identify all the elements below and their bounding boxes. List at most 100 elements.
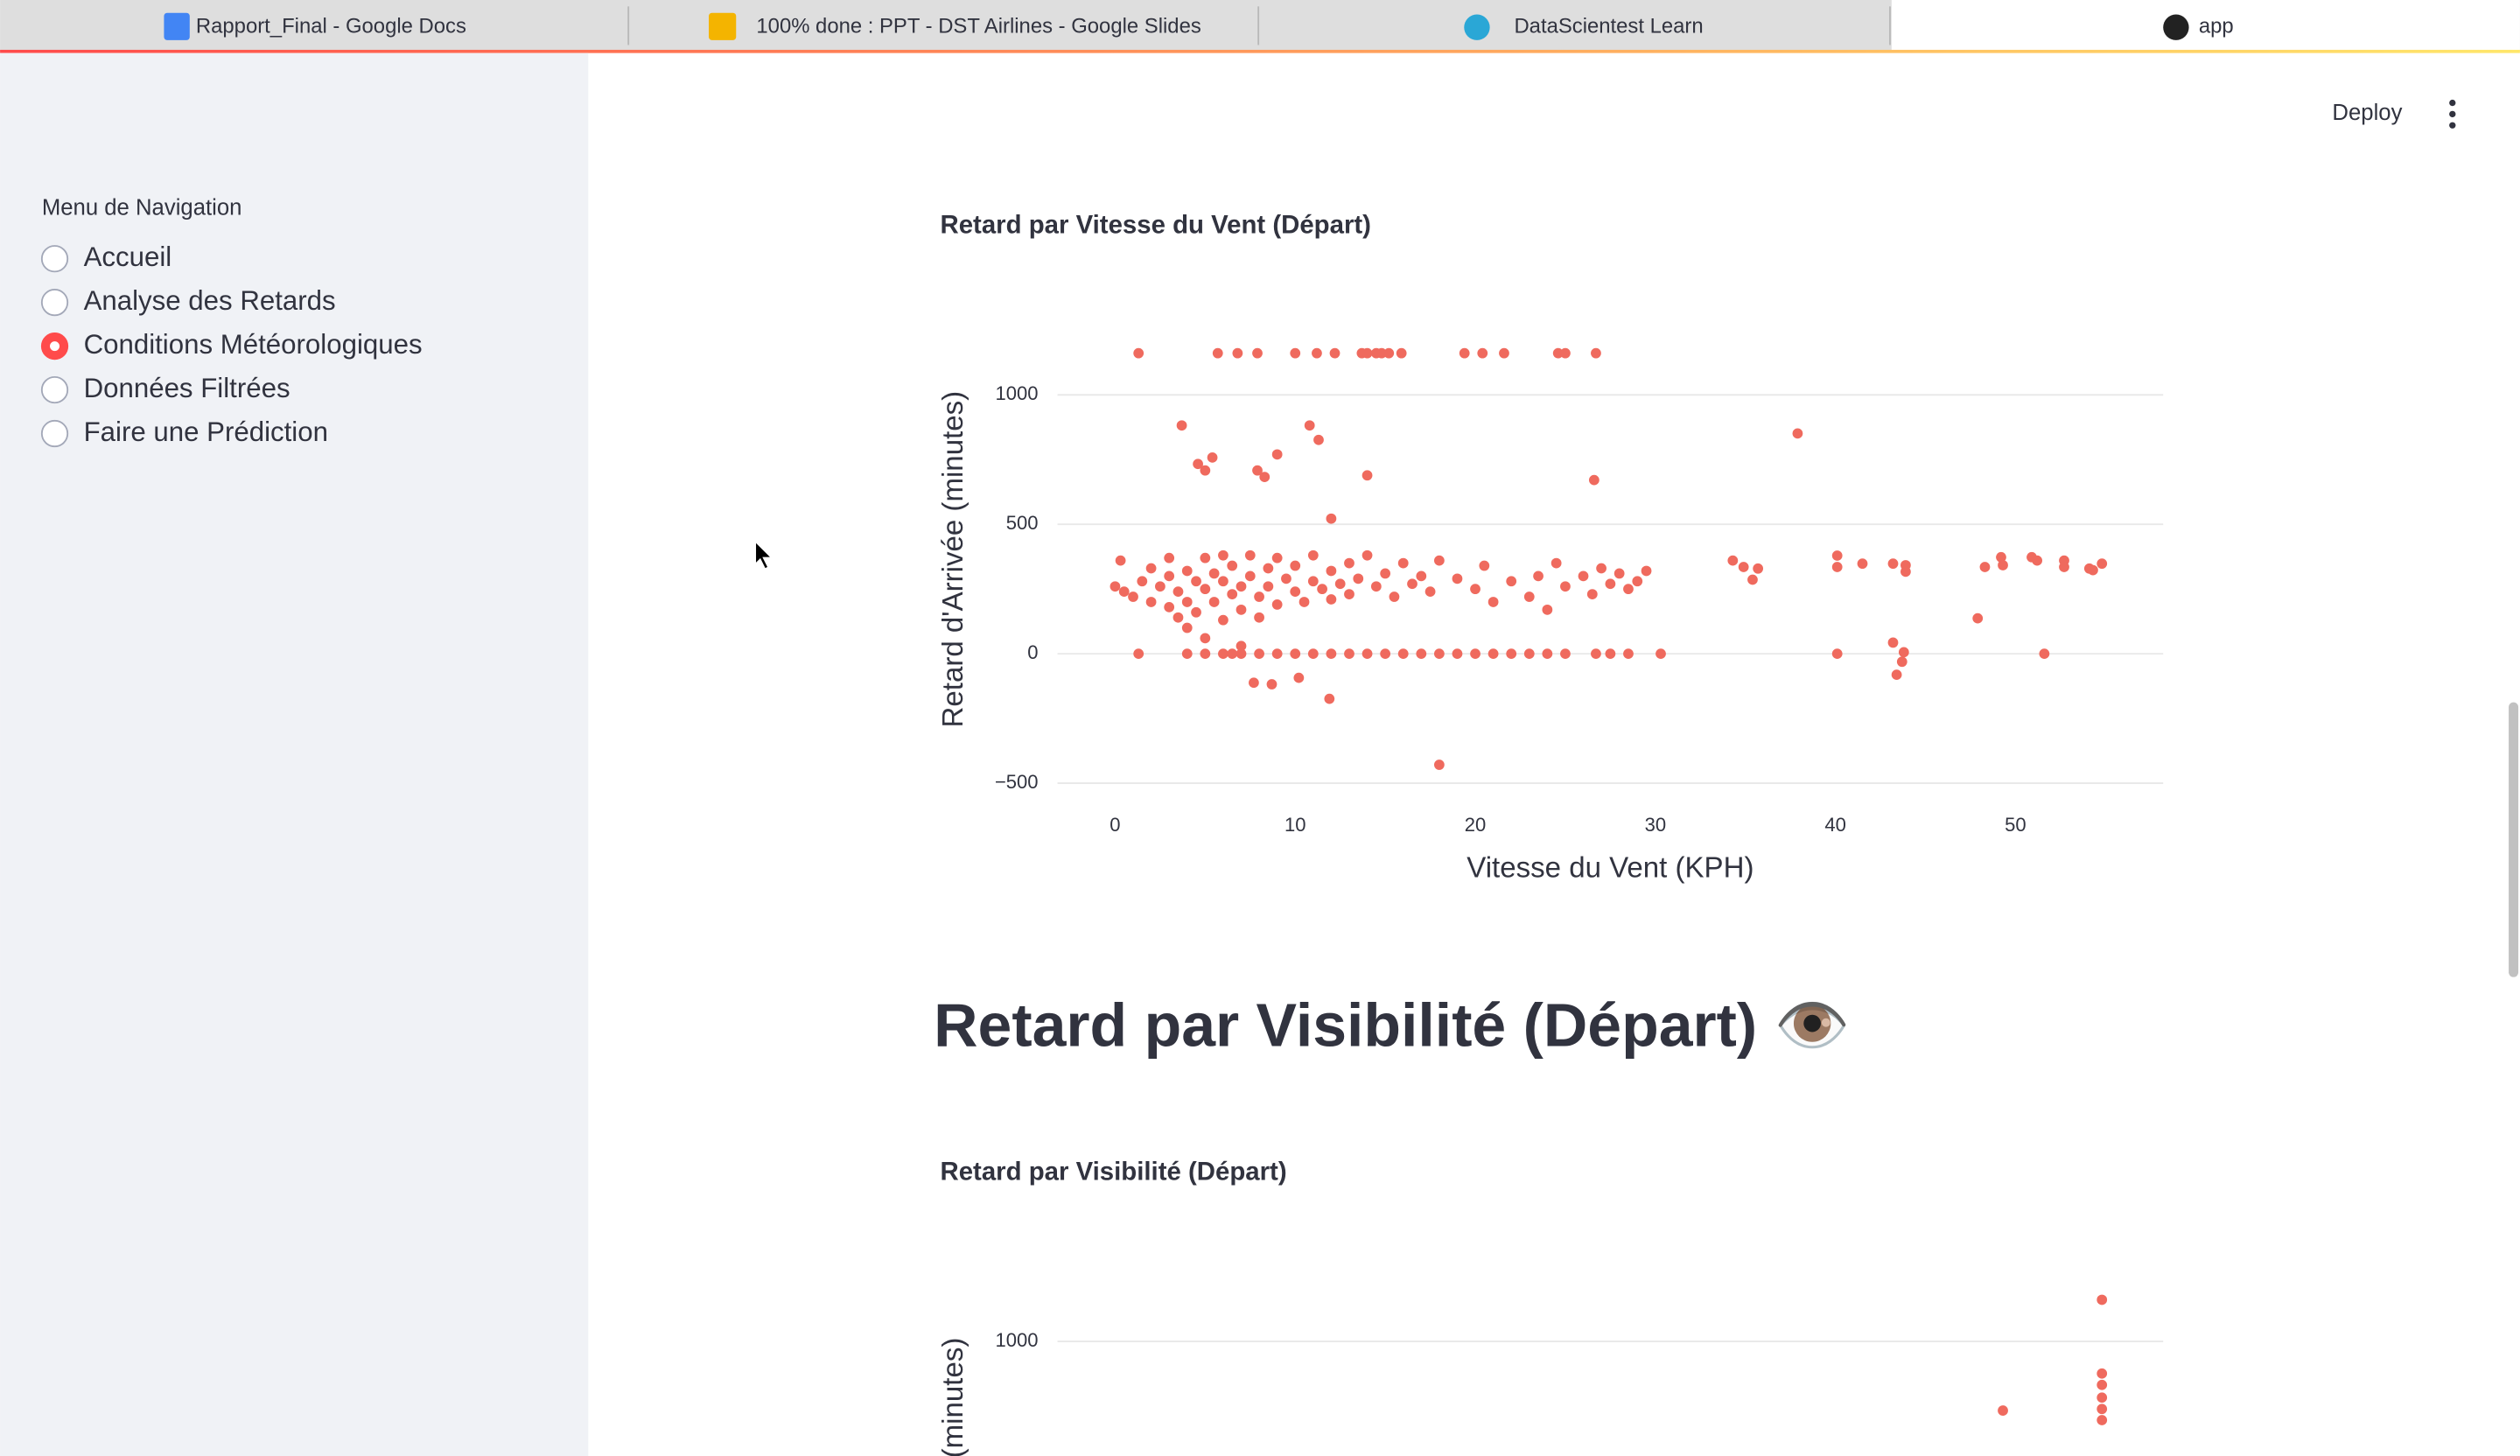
data-point xyxy=(2032,555,2043,566)
data-point xyxy=(1499,347,1509,359)
data-point xyxy=(1326,565,1337,577)
data-point xyxy=(1236,640,1247,652)
data-point xyxy=(1293,672,1305,683)
radio-button[interactable] xyxy=(40,289,69,317)
data-point xyxy=(1128,592,1138,602)
data-point xyxy=(1560,347,1571,359)
data-point xyxy=(1290,560,1301,571)
data-point xyxy=(1218,648,1228,660)
tab-title: app xyxy=(2199,15,2234,38)
data-point xyxy=(1281,573,1292,584)
radio-button[interactable] xyxy=(40,375,69,404)
radio-label[interactable]: Données Filtrées xyxy=(84,373,290,403)
radio-label[interactable]: Analyse des Retards xyxy=(84,285,336,316)
data-point xyxy=(1254,592,1264,602)
data-point xyxy=(1304,420,1315,431)
data-point xyxy=(1397,557,1409,569)
chart-title: Retard par Visibilité (Départ) xyxy=(941,1158,1287,1186)
data-point xyxy=(1164,602,1175,612)
main-menu[interactable] xyxy=(2449,99,2456,129)
data-point xyxy=(1383,347,1395,359)
data-point xyxy=(1218,550,1228,561)
data-point xyxy=(1972,612,1984,624)
data-point xyxy=(1506,648,1517,660)
data-point xyxy=(2096,1294,2108,1306)
data-point xyxy=(1591,347,1601,359)
data-point xyxy=(1227,560,1238,571)
y-axis-label: Retard d'Arrivée (minutes) xyxy=(937,1338,970,1456)
data-point xyxy=(1218,576,1228,587)
data-point xyxy=(1397,648,1409,660)
radio-dot xyxy=(50,341,60,352)
data-point xyxy=(1416,648,1427,660)
data-point xyxy=(2039,648,2050,660)
data-point xyxy=(1145,563,1157,574)
data-point xyxy=(1362,347,1373,359)
data-point xyxy=(1254,612,1264,623)
y-axis-label: Retard d'Arrivée (minutes) xyxy=(937,391,970,728)
data-point xyxy=(1344,589,1354,599)
data-point xyxy=(1307,648,1319,660)
data-point xyxy=(1176,420,1187,431)
data-point xyxy=(1193,458,1203,470)
radio-button[interactable] xyxy=(40,245,69,273)
data-point xyxy=(1623,648,1634,660)
data-point xyxy=(1145,597,1157,607)
data-point xyxy=(1212,347,1223,359)
data-point xyxy=(1900,566,1911,578)
data-point xyxy=(1389,592,1400,602)
y-tick-label: 0 xyxy=(1027,641,1038,663)
data-point xyxy=(1115,555,1126,566)
data-point xyxy=(1380,568,1391,579)
scrollbar[interactable] xyxy=(2509,702,2519,977)
data-point xyxy=(1887,637,1899,648)
data-point xyxy=(1236,604,1247,615)
data-point xyxy=(1416,570,1427,582)
x-tick-label: 30 xyxy=(1645,814,1667,836)
section-heading: Retard par Visibilité (Départ) 👁️ xyxy=(934,991,1850,1060)
radio-label[interactable]: Accueil xyxy=(84,242,172,272)
data-point xyxy=(1244,570,1256,582)
data-point xyxy=(1591,648,1601,660)
data-point xyxy=(1578,570,1589,582)
data-point xyxy=(1727,555,1739,566)
data-point xyxy=(1254,648,1264,660)
data-point xyxy=(1329,347,1340,359)
data-point xyxy=(1271,648,1283,660)
data-point xyxy=(1313,434,1324,445)
deploy-button[interactable]: Deploy xyxy=(2332,101,2402,125)
data-point xyxy=(1317,584,1327,595)
data-point xyxy=(1271,449,1283,460)
data-point xyxy=(1560,581,1571,592)
radio-label[interactable]: Faire une Prédiction xyxy=(84,416,328,447)
sidebar xyxy=(0,52,589,1456)
data-point xyxy=(1326,513,1337,524)
data-point xyxy=(1208,568,1220,579)
radio-label[interactable]: Conditions Météorologiques xyxy=(84,329,423,360)
data-point xyxy=(1326,594,1337,605)
data-point xyxy=(1172,586,1184,598)
radio-button[interactable] xyxy=(40,419,69,448)
data-point xyxy=(1298,597,1310,607)
active-tab-bg xyxy=(1891,0,2520,52)
data-point xyxy=(1290,586,1301,598)
data-point xyxy=(1470,584,1480,595)
data-point xyxy=(1459,347,1470,359)
data-point xyxy=(1218,614,1228,626)
data-point xyxy=(1523,648,1535,660)
data-point xyxy=(1792,428,1803,439)
data-point xyxy=(1632,576,1643,587)
data-point xyxy=(1979,562,1991,572)
data-point xyxy=(2096,1392,2108,1404)
y-tick-label: 1000 xyxy=(996,1329,1039,1351)
data-point xyxy=(1208,597,1220,607)
data-point xyxy=(1191,576,1201,587)
data-point xyxy=(2096,1415,2108,1425)
data-point xyxy=(1227,648,1238,660)
data-point xyxy=(1533,570,1544,582)
ds-icon xyxy=(1464,14,1490,40)
data-point xyxy=(1898,647,1909,658)
data-point xyxy=(1266,679,1278,690)
data-point xyxy=(1488,648,1499,660)
